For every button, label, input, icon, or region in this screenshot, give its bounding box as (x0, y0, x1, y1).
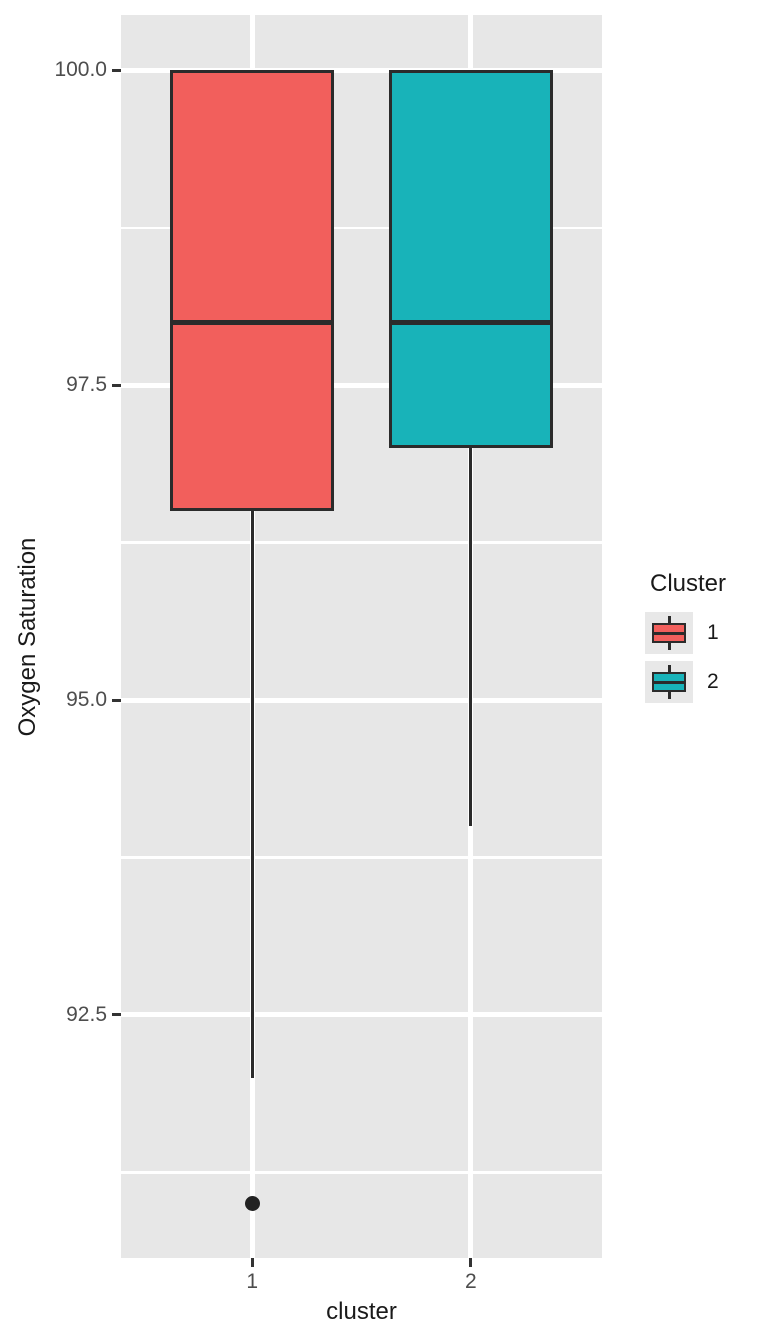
median-line-cluster-2 (388, 319, 553, 325)
gridline-y-minor-93.75 (121, 856, 602, 859)
median-line-cluster-1 (170, 319, 335, 325)
y-tick-label-92.5: 92.5 (66, 1002, 107, 1026)
y-tick-label-100: 100.0 (54, 58, 107, 82)
plot-panel (121, 15, 602, 1258)
gridline-y-minor-91.25 (121, 1171, 602, 1174)
y-tick-label-97.5: 97.5 (66, 373, 107, 397)
gridline-y-major-97.5 (121, 382, 602, 388)
legend-key-median-icon (652, 631, 686, 635)
whisker-lower-cluster-1 (250, 511, 254, 1078)
y-tick-100 (112, 68, 121, 72)
legend-key-median-icon (652, 680, 686, 684)
whisker-lower-cluster-2 (469, 448, 473, 827)
legend: Cluster 1 2 (618, 560, 768, 720)
y-tick-92.5 (112, 1013, 121, 1017)
gridline-y-major-95 (121, 697, 602, 703)
box-cluster-2 (388, 70, 553, 449)
x-tick-label-1: 1 (246, 1270, 259, 1293)
x-axis-title: cluster (326, 1298, 397, 1325)
x-tick-2 (469, 1258, 473, 1267)
outlier-point-cluster-1 (244, 1196, 260, 1212)
gridline-y-major-100 (121, 67, 602, 73)
legend-title: Cluster (650, 570, 727, 597)
gridline-y-minor-98.75 (121, 226, 602, 230)
x-tick-1 (250, 1258, 254, 1267)
gridline-y-major-92.5 (121, 1012, 602, 1018)
gridline-y-minor-96.25 (121, 541, 602, 544)
x-tick-label-2: 2 (464, 1270, 477, 1293)
legend-key-2 (645, 661, 693, 703)
legend-label-2: 2 (707, 670, 719, 693)
box-cluster-1 (170, 70, 335, 512)
y-tick-label-95: 95.0 (66, 688, 107, 712)
y-tick-97.5 (112, 383, 121, 387)
y-tick-95 (112, 698, 121, 702)
legend-label-1: 1 (707, 621, 719, 644)
legend-key-1 (645, 612, 693, 654)
